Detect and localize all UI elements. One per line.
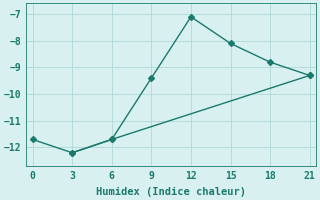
X-axis label: Humidex (Indice chaleur): Humidex (Indice chaleur) (96, 186, 246, 197)
